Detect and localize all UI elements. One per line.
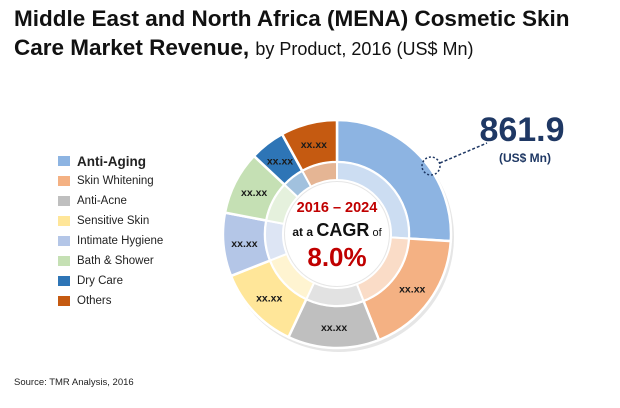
legend-item-intimate-hygiene: Intimate Hygiene — [58, 231, 163, 251]
legend-swatch — [58, 256, 70, 266]
chart-title-sub: by Product, 2016 (US$ Mn) — [255, 39, 474, 59]
legend-swatch — [58, 196, 70, 206]
cagr-at-a: at a — [292, 225, 316, 239]
data-label-skin-whitening: xx.xx — [399, 284, 425, 296]
slice-inner-intimate-hygiene — [264, 219, 289, 262]
cagr-of: of — [369, 227, 382, 239]
legend-swatch — [58, 236, 70, 246]
callout-value: 861.9 — [479, 111, 564, 149]
legend-label: Intimate Hygiene — [77, 235, 164, 247]
legend-item-anti-aging: Anti-Aging — [58, 151, 163, 171]
data-label-dry-care: xx.xx — [267, 156, 293, 168]
legend-label: Anti-Aging — [77, 153, 146, 169]
legend-swatch — [58, 156, 70, 166]
legend-item-others: Others — [58, 291, 163, 311]
callout-unit: (US$ Mn) — [499, 151, 551, 165]
data-label-sensitive-skin: xx.xx — [256, 293, 282, 305]
cagr-label: CAGR — [316, 220, 369, 240]
source-note: Source: TMR Analysis, 2016 — [14, 377, 134, 388]
donut-center — [285, 182, 389, 286]
chart-title: Middle East and North Africa (MENA) Cosm… — [14, 4, 614, 64]
legend-swatch — [58, 176, 70, 186]
slice-inner-others — [300, 160, 338, 189]
data-label-intimate-hygiene: xx.xx — [231, 238, 257, 250]
data-label-others: xx.xx — [301, 139, 327, 151]
cagr-years: 2016 – 2024 — [297, 200, 378, 216]
legend-swatch — [58, 296, 70, 306]
legend-swatch — [58, 216, 70, 226]
legend-label: Dry Care — [77, 275, 124, 287]
legend-item-skin-whitening: Skin Whitening — [58, 171, 163, 191]
legend-swatch — [58, 276, 70, 286]
legend-item-dry-care: Dry Care — [58, 271, 163, 291]
legend-label: Skin Whitening — [77, 175, 154, 187]
legend-label: Bath & Shower — [77, 255, 154, 267]
legend-item-anti-acne: Anti-Acne — [58, 191, 163, 211]
cagr-line: at a CAGR of — [292, 220, 382, 240]
chart-legend: Anti-Aging Skin Whitening Anti-Acne Sensiti… — [58, 151, 163, 311]
data-label-anti-acne: xx.xx — [321, 322, 347, 334]
legend-label: Anti-Acne — [77, 195, 127, 207]
callout-line — [439, 142, 488, 164]
legend-label: Sensitive Skin — [77, 215, 150, 227]
data-label-bath-shower: xx.xx — [241, 187, 267, 199]
chart-title-main: Middle East and North Africa (MENA) Cosm… — [14, 6, 570, 60]
legend-item-bath-shower: Bath & Shower — [58, 251, 163, 271]
callout-marker — [421, 156, 441, 176]
legend-item-sensitive-skin: Sensitive Skin — [58, 211, 163, 231]
cagr-rate: 8.0% — [307, 242, 366, 272]
legend-label: Others — [77, 295, 112, 307]
